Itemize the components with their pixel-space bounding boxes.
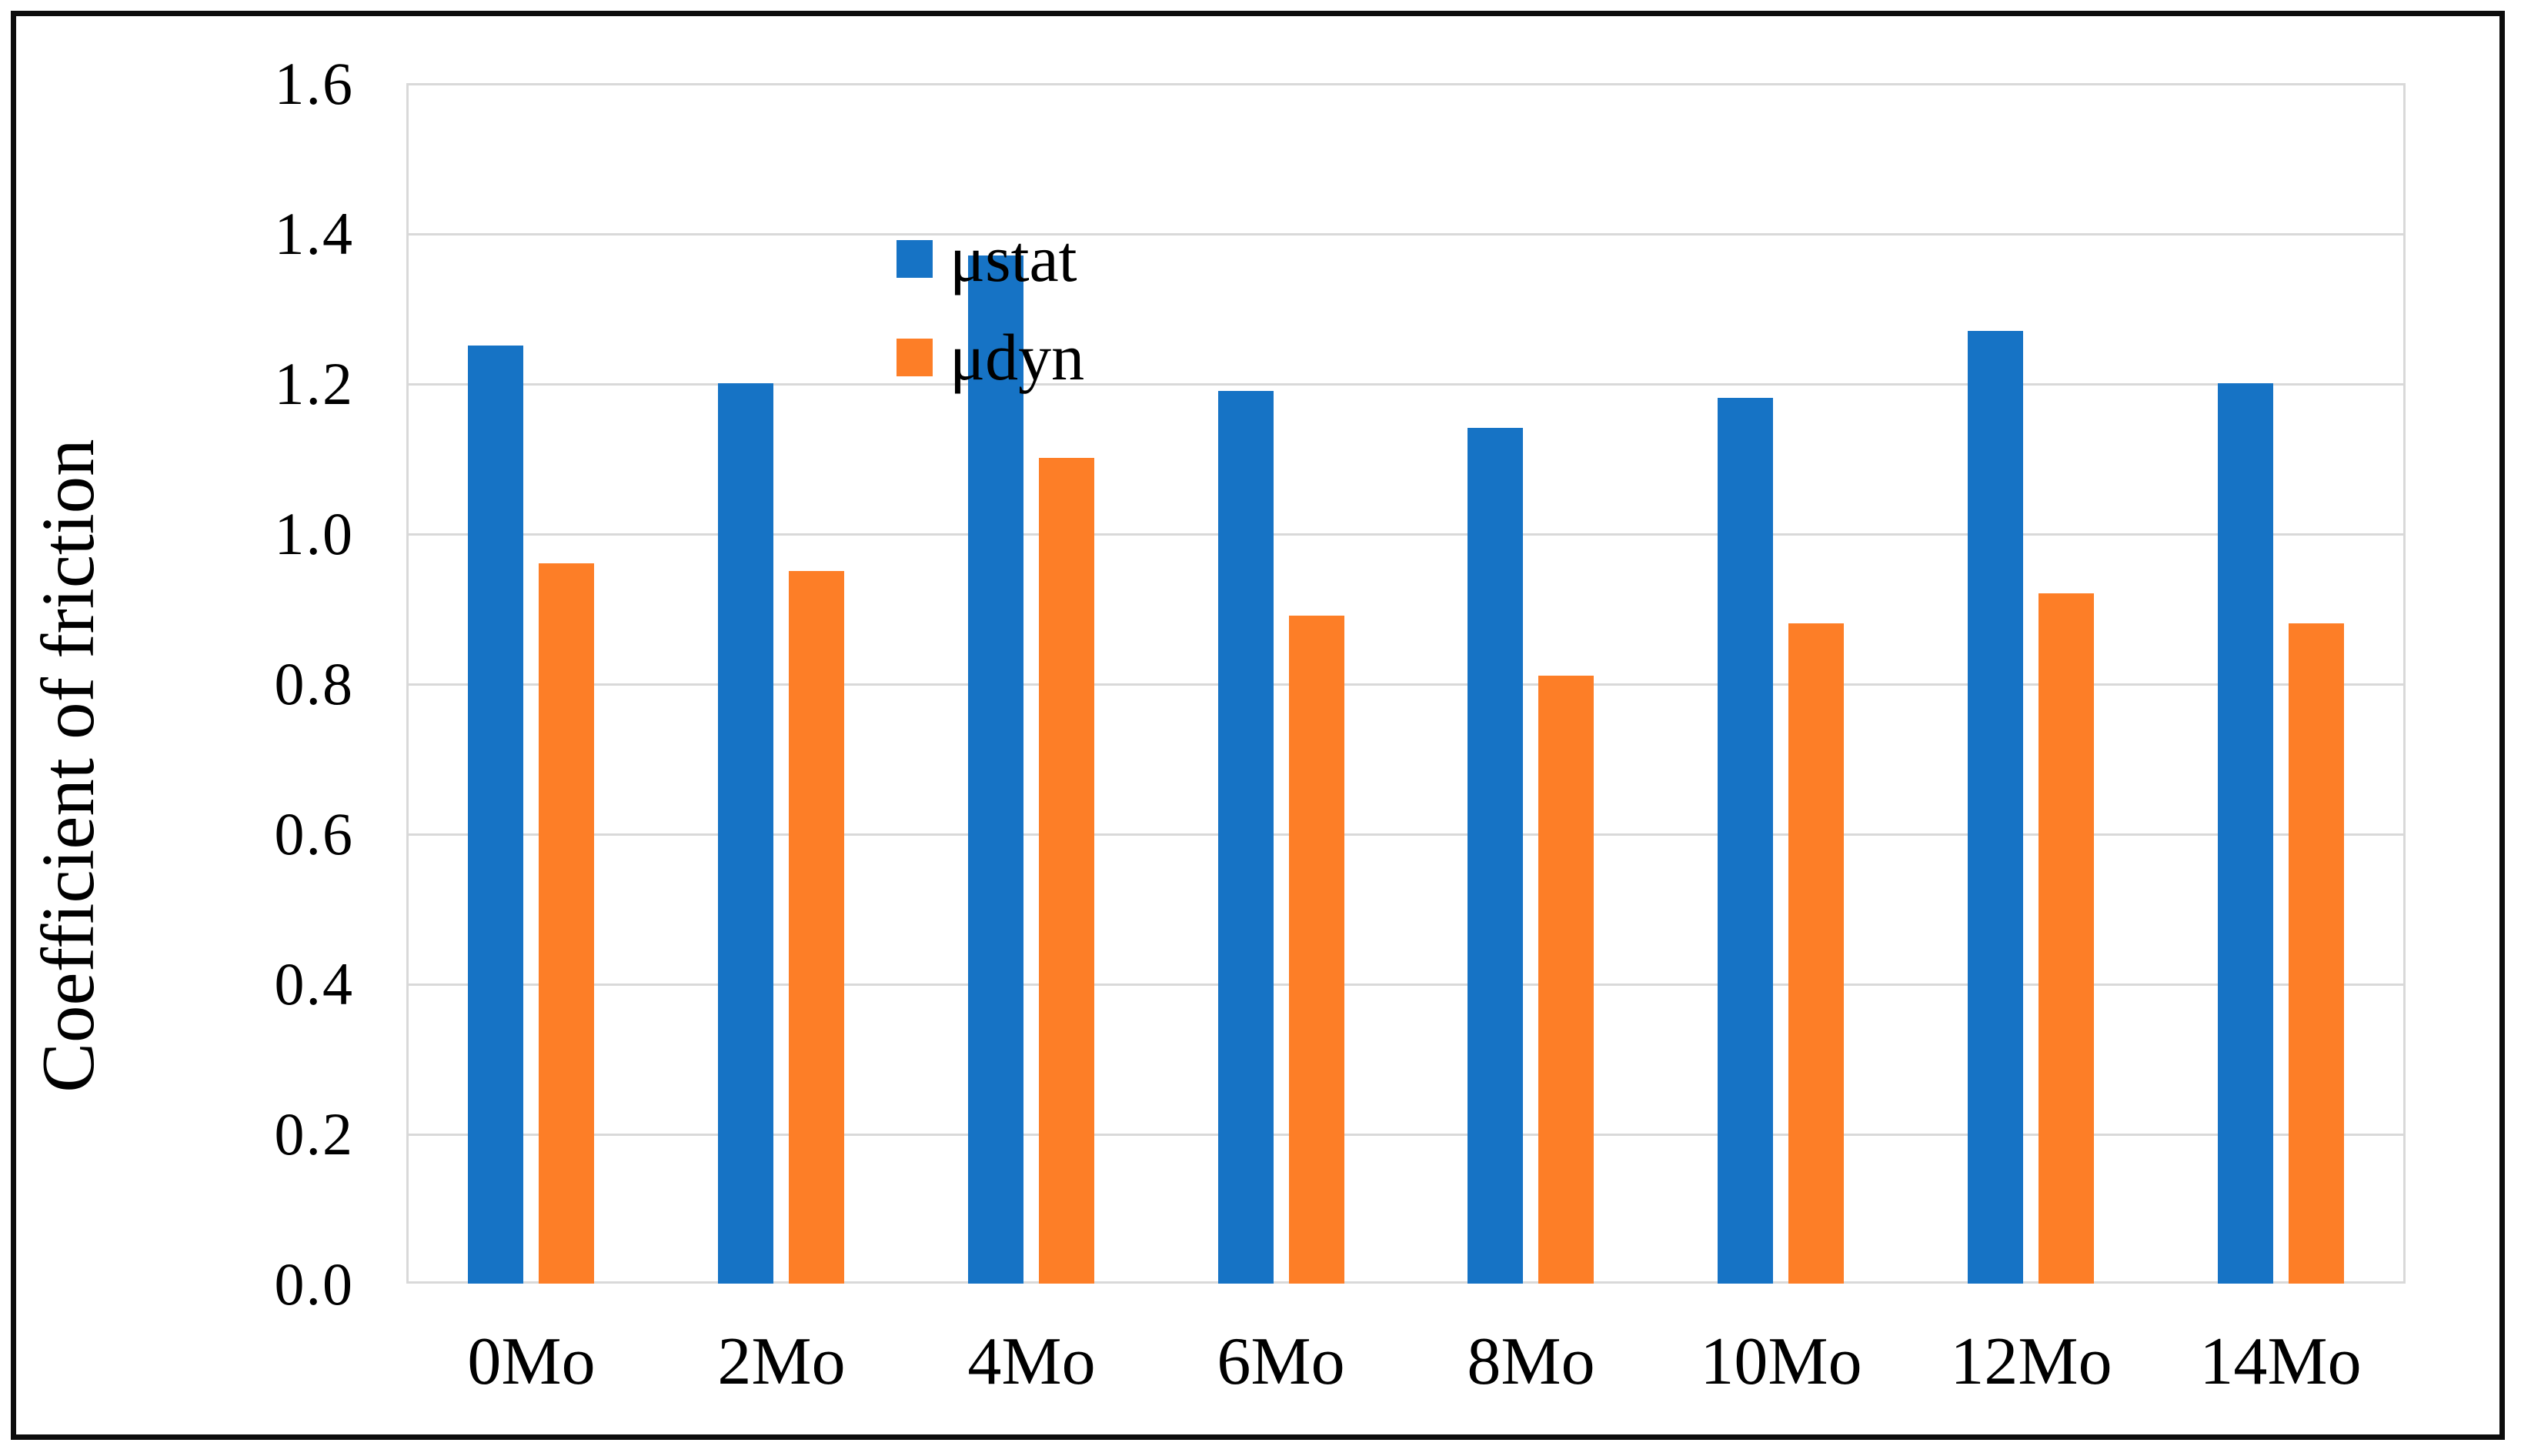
bar-dyn-4Mo (1039, 458, 1094, 1284)
y-axis-title: Coefficient of friction (27, 439, 109, 1093)
bar-dyn-12Mo (2039, 593, 2094, 1284)
y-tick-label-0.2: 0.2 (274, 1100, 354, 1167)
legend: μstat μdyn (897, 222, 1084, 419)
legend-label-dyn: μdyn (950, 320, 1085, 394)
bar-stat-14Mo (2218, 383, 2273, 1284)
x-tick-label-12Mo: 12Mo (1950, 1324, 2112, 1399)
bar-dyn-6Mo (1289, 616, 1344, 1284)
x-tick-label-4Mo: 4Mo (967, 1324, 1096, 1399)
bar-dyn-10Mo (1788, 623, 1844, 1284)
gridline-0.4 (406, 983, 2406, 986)
gridline-0.2 (406, 1134, 2406, 1136)
x-tick-label-10Mo: 10Mo (1700, 1324, 1862, 1399)
x-tick-label-0Mo: 0Mo (467, 1324, 596, 1399)
gridline-1.6 (406, 83, 2406, 85)
bar-stat-12Mo (1968, 331, 2023, 1284)
legend-item-stat: μstat (897, 222, 1084, 296)
y-tick-label-0.6: 0.6 (274, 800, 354, 867)
gridline-1.0 (406, 533, 2406, 536)
plot-area: μstat μdyn (406, 83, 2406, 1284)
plot-left-border (406, 83, 409, 1284)
bar-dyn-14Mo (2289, 623, 2344, 1284)
x-tick-label-6Mo: 6Mo (1217, 1324, 1345, 1399)
y-tick-label-1.2: 1.2 (274, 350, 354, 417)
y-tick-label-1.0: 1.0 (274, 500, 354, 567)
x-tick-label-2Mo: 2Mo (717, 1324, 846, 1399)
y-tick-label-0.4: 0.4 (274, 950, 354, 1017)
bar-stat-6Mo (1218, 391, 1274, 1284)
y-tick-label-0.8: 0.8 (274, 650, 354, 717)
bar-stat-2Mo (718, 383, 773, 1284)
x-tick-label-14Mo: 14Mo (2199, 1324, 2362, 1399)
gridline-1.2 (406, 383, 2406, 386)
gridline-0.8 (406, 683, 2406, 686)
gridline-0.0 (406, 1281, 2406, 1284)
legend-swatch-stat (897, 239, 933, 278)
bar-stat-10Mo (1718, 398, 1773, 1284)
plot-right-border (2403, 83, 2406, 1284)
legend-swatch-dyn (897, 338, 933, 376)
bar-dyn-2Mo (789, 571, 844, 1284)
bar-dyn-0Mo (539, 563, 594, 1284)
bar-stat-8Mo (1468, 428, 1523, 1284)
legend-item-dyn: μdyn (897, 320, 1084, 394)
gridline-0.6 (406, 833, 2406, 836)
y-tick-label-1.4: 1.4 (274, 200, 354, 267)
gridline-1.4 (406, 233, 2406, 235)
legend-label-stat: μstat (950, 222, 1077, 296)
y-tick-label-1.6: 1.6 (274, 50, 354, 117)
x-tick-label-8Mo: 8Mo (1467, 1324, 1595, 1399)
bar-dyn-8Mo (1538, 676, 1594, 1284)
bar-stat-4Mo (968, 255, 1023, 1284)
y-tick-label-0.0: 0.0 (274, 1251, 354, 1317)
bar-stat-0Mo (468, 346, 523, 1284)
